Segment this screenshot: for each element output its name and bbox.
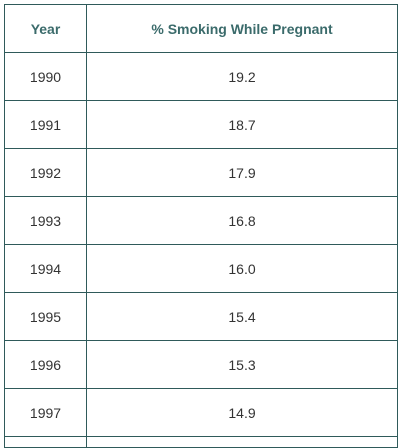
cell-empty <box>4 436 87 448</box>
cell-year: 1990 <box>4 52 87 101</box>
table-container: Year % Smoking While Pregnant 1990 19.2 … <box>4 4 398 448</box>
table-row-partial <box>4 436 398 448</box>
cell-year: 1994 <box>4 244 87 293</box>
cell-empty <box>86 436 398 448</box>
cell-year: 1993 <box>4 196 87 245</box>
cell-percent: 16.8 <box>86 196 398 245</box>
table-row: 1991 18.7 <box>4 100 398 149</box>
table-row: 1995 15.4 <box>4 292 398 341</box>
table-row: 1997 14.9 <box>4 388 398 437</box>
table-row: 1990 19.2 <box>4 52 398 101</box>
cell-year: 1991 <box>4 100 87 149</box>
cell-year: 1995 <box>4 292 87 341</box>
cell-year: 1997 <box>4 388 87 437</box>
cell-year: 1996 <box>4 340 87 389</box>
cell-percent: 15.4 <box>86 292 398 341</box>
cell-percent: 14.9 <box>86 388 398 437</box>
header-row: Year % Smoking While Pregnant <box>4 4 398 53</box>
cell-percent: 19.2 <box>86 52 398 101</box>
table-row: 1994 16.0 <box>4 244 398 293</box>
table-row: 1996 15.3 <box>4 340 398 389</box>
table-row: 1993 16.8 <box>4 196 398 245</box>
cell-percent: 18.7 <box>86 100 398 149</box>
cell-percent: 16.0 <box>86 244 398 293</box>
cell-year: 1992 <box>4 148 87 197</box>
cell-percent: 17.9 <box>86 148 398 197</box>
cell-percent: 15.3 <box>86 340 398 389</box>
smoking-pregnancy-table: Year % Smoking While Pregnant 1990 19.2 … <box>4 4 398 448</box>
column-header-percent-smoking: % Smoking While Pregnant <box>86 4 398 53</box>
table-row: 1992 17.9 <box>4 148 398 197</box>
column-header-year: Year <box>4 4 87 53</box>
